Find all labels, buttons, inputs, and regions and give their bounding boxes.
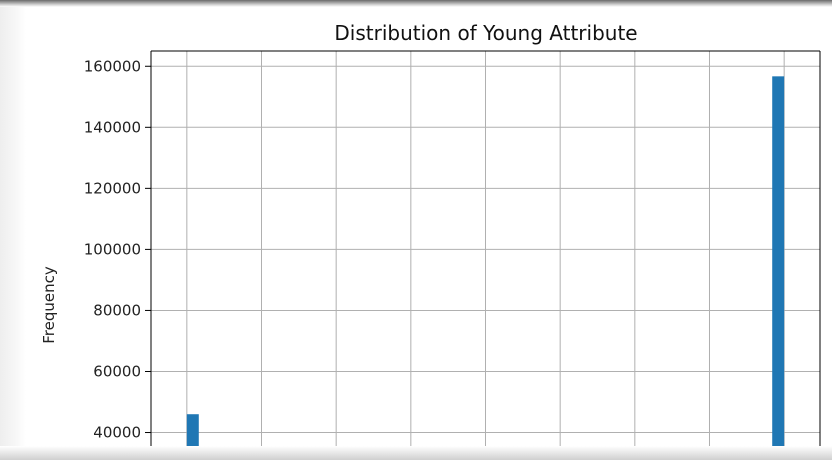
y-tick-label-4: 120000 <box>84 179 141 197</box>
chart-title: Distribution of Young Attribute <box>334 21 637 45</box>
y-axis-label: Frequency <box>40 266 58 344</box>
bars-layer <box>186 76 785 460</box>
y-tick-label-1: 60000 <box>93 362 141 380</box>
grid-layer <box>151 51 820 460</box>
histogram-bar-1 <box>772 76 785 460</box>
window-top-edge <box>0 0 832 7</box>
y-tick-label-2: 80000 <box>93 301 141 319</box>
y-tick-label-5: 140000 <box>84 118 141 136</box>
y-ticks: 40000 60000 80000 100000 120000 140000 160000 <box>84 57 151 442</box>
y-tick-label-6: 160000 <box>84 57 141 75</box>
window-left-edge <box>0 7 26 447</box>
histogram-bar-0 <box>186 414 199 460</box>
axes-frame <box>150 50 821 460</box>
window-bottom-edge <box>0 446 832 460</box>
y-tick-label-3: 100000 <box>84 240 141 258</box>
y-tick-label-0: 40000 <box>93 424 141 442</box>
